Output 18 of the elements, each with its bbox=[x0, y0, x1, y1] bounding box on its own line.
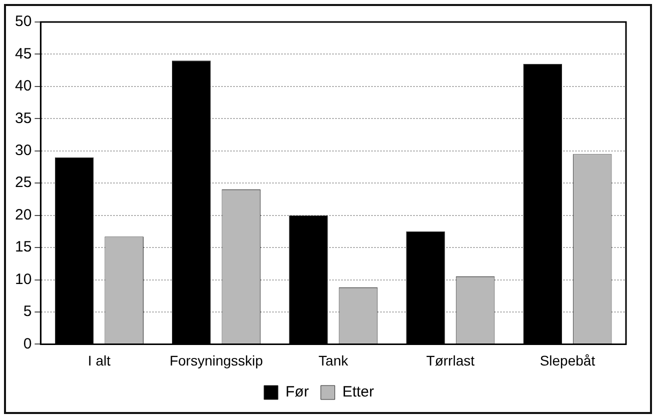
y-tick-label: 0 bbox=[23, 335, 32, 352]
y-tick-label: 50 bbox=[14, 13, 32, 30]
x-tick-label: I alt bbox=[88, 352, 111, 368]
y-tick-label: 25 bbox=[14, 174, 32, 192]
x-tick-label: Slepebåt bbox=[540, 352, 596, 368]
y-tick-label: 45 bbox=[14, 45, 32, 62]
y-tick-label: 5 bbox=[23, 303, 32, 320]
legend-label: Etter bbox=[342, 384, 374, 401]
x-tick-label: Forsyningsskip bbox=[170, 352, 264, 368]
y-tick-label: 15 bbox=[14, 238, 32, 256]
x-tick-label: Tank bbox=[318, 352, 350, 368]
y-tick-label: 35 bbox=[14, 110, 32, 127]
y-tick-label: 10 bbox=[14, 270, 32, 288]
y-tick-label: 20 bbox=[14, 206, 32, 224]
y-tick-label: 40 bbox=[14, 78, 32, 95]
legend-label: Før bbox=[286, 384, 309, 401]
y-tick-label: 30 bbox=[14, 142, 32, 160]
x-tick-label: Tørrlast bbox=[426, 352, 475, 368]
